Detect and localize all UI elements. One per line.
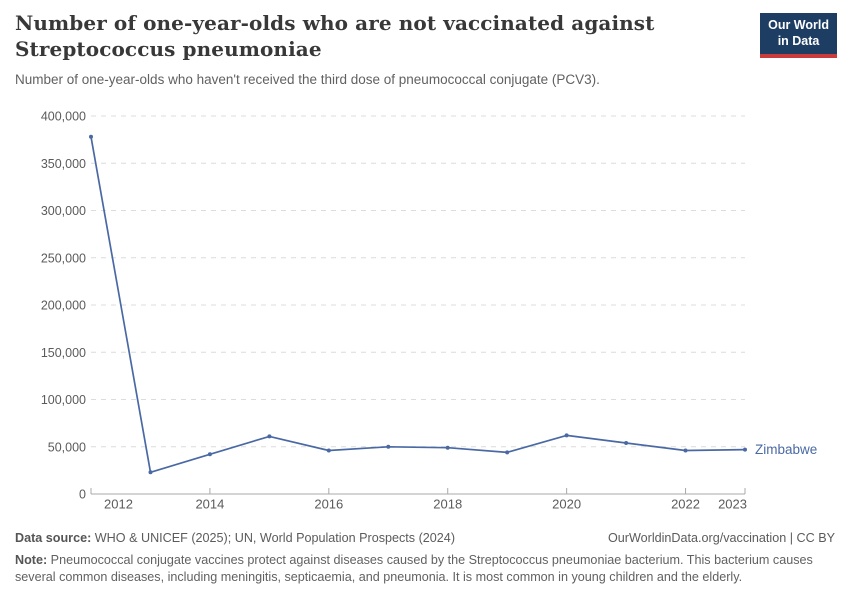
x-tick-label: 2023 [718,497,747,512]
note-label: Note: [15,553,48,567]
y-tick-label: 300,000 [41,204,86,218]
line-chart-canvas[interactable]: 0 50,000 100,000 150,000 200,000 250,000 300,0… [0,94,850,524]
data-point[interactable] [683,448,688,453]
data-point[interactable] [326,448,331,453]
x-tick-label: 2014 [195,497,224,512]
data-point[interactable] [207,452,212,457]
data-point[interactable] [148,470,153,475]
data-source-text: WHO & UNICEF (2025); UN, World Populatio… [91,531,456,545]
page-title: Number of one-year-olds who are not vacc… [15,11,655,61]
data-point[interactable] [743,447,747,452]
data-point[interactable] [445,445,450,450]
entity-label: Zimbabwe [755,442,817,457]
data-point[interactable] [386,444,391,449]
source-row: Data source: WHO & UNICEF (2025); UN, Wo… [15,531,835,545]
y-tick-label: 50,000 [48,440,86,454]
data-point[interactable] [505,450,510,455]
data-source: Data source: WHO & UNICEF (2025); UN, Wo… [15,531,455,545]
y-tick-label: 400,000 [41,110,86,124]
data-point[interactable] [624,441,629,445]
y-tick-label: 150,000 [41,346,86,360]
owid-logo-line2: in Data [777,33,820,48]
y-tick-label: 0 [79,488,86,502]
chart-header: Number of one-year-olds who are not vacc… [15,10,715,89]
note-text: Pneumococcal conjugate vaccines protect … [15,553,813,584]
y-tick-label: 250,000 [41,251,86,265]
owid-logo-line1: Our World [768,18,829,32]
x-tick-label: 2018 [433,497,462,512]
x-tick-label: 2012 [104,497,133,512]
data-point[interactable] [89,134,93,139]
x-tick-label: 2022 [671,497,700,512]
chart-subtitle: Number of one-year-olds who haven't rece… [15,72,600,87]
data-point[interactable] [267,434,272,439]
x-tick-label: 2016 [314,497,343,512]
owid-url-link[interactable]: OurWorldinData.org/vaccination | CC BY [607,531,835,545]
data-point[interactable] [564,433,569,438]
data-source-label: Data source: [15,531,92,545]
series-line[interactable] [90,135,746,474]
chart-note: Note: Pneumococcal conjugate vaccines pr… [15,552,835,585]
y-tick-label: 100,000 [41,393,86,407]
chart-footer: Data source: WHO & UNICEF (2025); UN, Wo… [15,531,835,585]
x-tick-label: 2020 [552,497,581,512]
owid-logo[interactable]: Our World in Data [760,13,837,59]
y-tick-label: 200,000 [41,299,86,313]
y-tick-label: 350,000 [41,157,86,171]
